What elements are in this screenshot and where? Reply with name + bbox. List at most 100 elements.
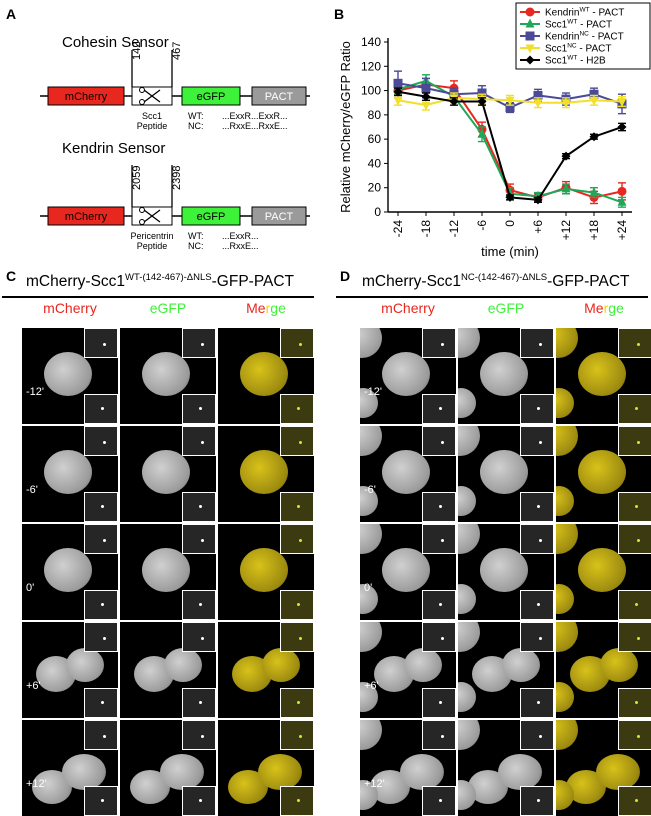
inset-bottom xyxy=(280,492,314,522)
inset-bottom xyxy=(618,394,651,424)
centrosome-dot xyxy=(637,343,640,346)
panel-d-image-3-1 xyxy=(458,622,554,718)
panel-c-channel-header-1: eGFP xyxy=(149,300,187,316)
data-point xyxy=(505,96,515,106)
cell-body xyxy=(360,720,382,750)
merge-letter: r xyxy=(265,300,271,316)
centrosome-dot xyxy=(299,637,302,640)
inset-top xyxy=(618,426,651,456)
centrosome-dot xyxy=(199,799,202,802)
data-point xyxy=(525,31,535,41)
cohesin-pos-end: 467 xyxy=(171,42,183,60)
inset-top xyxy=(520,622,554,652)
centrosome-dot xyxy=(299,343,302,346)
x-tick-label: +24 xyxy=(615,220,629,241)
inset-top xyxy=(618,720,651,750)
cell-body xyxy=(458,720,480,750)
centrosome-dot xyxy=(635,407,638,410)
centrosome-dot xyxy=(101,407,104,410)
panel-c-image-2-0: 0' xyxy=(22,524,118,620)
cell-body xyxy=(458,328,480,358)
cohesin-wt-seq: ...ExxR...ExxR... xyxy=(222,111,288,121)
x-tick-label: +6 xyxy=(531,220,545,234)
cohesin-nc-seq: ...RxxE...RxxE... xyxy=(222,121,288,130)
panel-d-image-4-2 xyxy=(556,720,651,816)
data-point xyxy=(589,89,599,99)
panel-c-title: mCherry-Scc1WT-(142-467)-ΔNLS-GFP-PACT xyxy=(26,272,294,291)
panel-c-channel-header-2: Merge xyxy=(218,300,314,316)
panel-label-c: C xyxy=(6,268,17,284)
centrosome-dot xyxy=(199,603,202,606)
cell-body xyxy=(360,622,382,652)
centrosome-dot xyxy=(299,735,302,738)
panel-d-title-main: mCherry-Scc1 xyxy=(362,273,462,291)
kendrin-pact-label: PACT xyxy=(265,211,294,223)
cell-body xyxy=(360,584,378,614)
centrosome-dot xyxy=(297,799,300,802)
inset-bottom xyxy=(280,786,314,816)
panel-c-channel-header-0: mCherry xyxy=(43,300,97,316)
panel-label-d: D xyxy=(340,268,351,284)
data-point xyxy=(561,183,571,193)
inset-bottom xyxy=(520,688,554,718)
inset-bottom xyxy=(84,590,118,620)
cell-body xyxy=(458,486,476,516)
series-3 xyxy=(393,92,627,111)
cell-body xyxy=(142,352,190,396)
cell-body xyxy=(240,450,288,494)
panel-d-image-0-1 xyxy=(458,328,554,424)
cell-body xyxy=(556,328,578,358)
cell-body xyxy=(556,622,578,652)
cell-body xyxy=(360,486,378,516)
legend-entry-0: KendrinWT - PACT xyxy=(545,7,624,19)
centrosome-dot xyxy=(201,735,204,738)
centrosome-dot xyxy=(441,637,444,640)
legend-entry-4: Scc1WT - H2B xyxy=(545,55,606,67)
chart-y-axis-label: Relative mCherry/eGFP Ratio xyxy=(338,41,353,213)
x-tick-label: -6 xyxy=(475,220,489,231)
cell-body xyxy=(360,426,382,456)
inset-top xyxy=(84,328,118,358)
merge-letter: M xyxy=(246,300,258,316)
centrosome-dot xyxy=(201,343,204,346)
inset-top xyxy=(520,720,554,750)
cell-body xyxy=(382,548,430,592)
kendrin-nc-label: NC: xyxy=(188,241,204,251)
inset-top xyxy=(280,622,314,652)
centrosome-dot xyxy=(103,637,106,640)
cohesin-peptide-line1: Scc1 xyxy=(142,111,162,121)
panel-c-image-1-2 xyxy=(218,426,314,522)
panel-c-image-2-2 xyxy=(218,524,314,620)
cell-body xyxy=(578,548,626,592)
inset-top xyxy=(84,524,118,554)
y-tick-label: 140 xyxy=(361,35,381,49)
centrosome-dot xyxy=(537,701,540,704)
panel-c-image-1-0: -6' xyxy=(22,426,118,522)
panel-d-time-label-4: +12' xyxy=(364,778,385,790)
panel-d-title-suffix: -GFP-PACT xyxy=(547,273,630,291)
inset-top xyxy=(280,524,314,554)
inset-top xyxy=(422,622,456,652)
panel-c-image-4-1 xyxy=(120,720,216,816)
centrosome-dot xyxy=(439,799,442,802)
x-tick-label: -18 xyxy=(419,220,433,238)
cell-body xyxy=(458,426,480,456)
inset-bottom xyxy=(520,590,554,620)
cohesin-pos-start: 142 xyxy=(131,42,143,60)
x-tick-label: +12 xyxy=(559,220,573,241)
inset-bottom xyxy=(422,492,456,522)
panel-c-image-3-0: +6' xyxy=(22,622,118,718)
inset-top xyxy=(520,524,554,554)
centrosome-dot xyxy=(637,441,640,444)
cell-body xyxy=(240,548,288,592)
data-point xyxy=(617,186,627,196)
kendrin-nc-seq: ...RxxE... xyxy=(222,241,259,251)
legend-entry-1: Scc1WT - PACT xyxy=(545,19,612,31)
panel-d-image-0-2 xyxy=(556,328,651,424)
panel-d-title: mCherry-Scc1NC-(142-467)-ΔNLS-GFP-PACT xyxy=(362,272,630,291)
inset-top xyxy=(422,328,456,358)
cell-body xyxy=(360,524,382,554)
x-tick-label: +18 xyxy=(587,220,601,241)
cell-body xyxy=(142,548,190,592)
